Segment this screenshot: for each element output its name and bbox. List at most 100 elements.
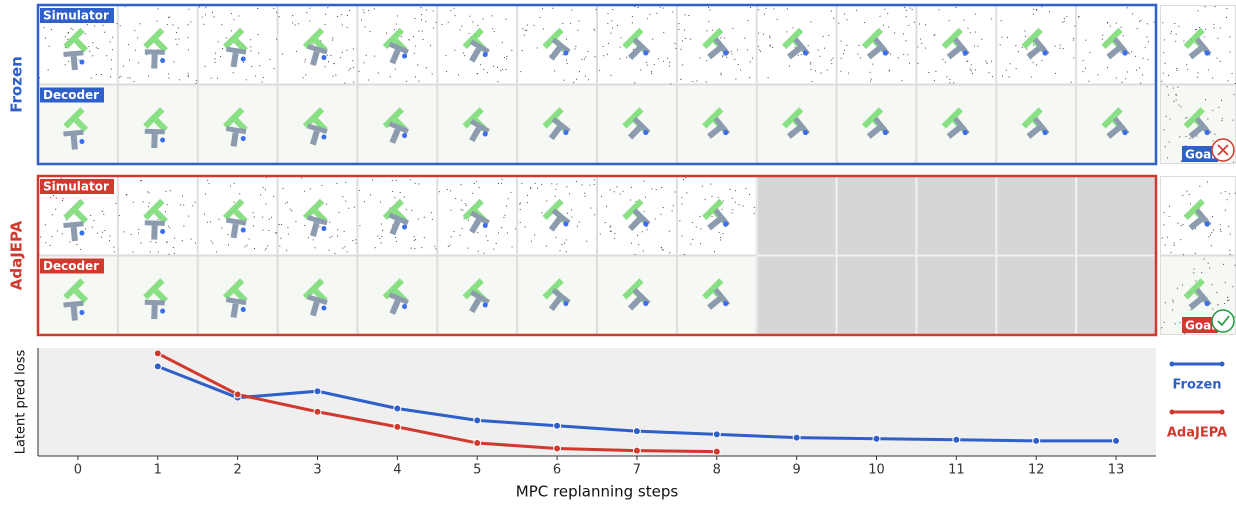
noise-dot xyxy=(66,219,67,220)
noise-dot xyxy=(831,63,832,64)
noise-dot xyxy=(1073,57,1074,58)
row-label: Simulator xyxy=(43,180,109,194)
noise-dot xyxy=(308,237,309,238)
noise-dot xyxy=(258,53,259,54)
noise-dot xyxy=(462,210,463,211)
noise-dot xyxy=(85,33,86,34)
noise-dot xyxy=(274,68,275,69)
noise-dot xyxy=(678,29,679,30)
block-stem xyxy=(71,56,78,70)
noise-dot xyxy=(608,43,609,44)
noise-dot xyxy=(908,25,909,26)
noise-dot xyxy=(1024,30,1025,31)
noise-dot xyxy=(123,66,124,67)
noise-dot xyxy=(303,77,304,78)
data-point xyxy=(314,388,321,395)
noise-dot xyxy=(889,71,890,72)
noise-dot xyxy=(102,211,103,212)
noise-dot xyxy=(622,191,623,192)
noise-dot xyxy=(415,183,416,184)
noise-dot xyxy=(455,198,456,199)
noise-dot xyxy=(935,71,936,72)
noise-dot xyxy=(1230,234,1231,235)
noise-dot xyxy=(478,251,479,252)
noise-dot xyxy=(166,242,167,243)
noise-dot xyxy=(233,72,234,73)
empty-cell xyxy=(757,256,836,335)
block-bar xyxy=(145,129,165,135)
noise-dot xyxy=(1186,64,1187,65)
noise-dot xyxy=(174,253,175,254)
noise-dot xyxy=(611,231,612,232)
noise-dot xyxy=(188,24,189,25)
noise-dot xyxy=(1225,191,1226,192)
noise-dot xyxy=(1177,288,1178,289)
noise-dot xyxy=(435,248,436,249)
noise-dot xyxy=(1163,52,1164,53)
noise-dot xyxy=(372,179,373,180)
noise-dot xyxy=(140,180,141,181)
noise-dot xyxy=(1125,78,1126,79)
noise-dot xyxy=(1189,194,1190,195)
noise-dot xyxy=(819,56,820,57)
noise-dot xyxy=(1078,16,1079,17)
noise-dot xyxy=(610,33,611,34)
noise-dot xyxy=(901,80,902,81)
noise-dot xyxy=(543,28,544,29)
noise-dot xyxy=(661,214,662,215)
noise-dot xyxy=(858,45,859,46)
noise-dot xyxy=(1175,94,1176,95)
noise-dot xyxy=(188,9,189,10)
noise-dot xyxy=(581,59,582,60)
noise-dot xyxy=(1135,56,1136,57)
agent-dot xyxy=(241,57,246,62)
noise-dot xyxy=(1167,237,1168,238)
noise-dot xyxy=(1208,70,1209,71)
noise-dot xyxy=(212,243,213,244)
noise-dot xyxy=(610,226,611,227)
noise-dot xyxy=(420,7,421,8)
noise-dot xyxy=(1205,99,1206,100)
data-point xyxy=(713,448,720,455)
legend-dot xyxy=(1170,410,1175,415)
noise-dot xyxy=(1229,36,1230,37)
noise-dot xyxy=(425,21,426,22)
data-point xyxy=(633,447,640,454)
noise-dot xyxy=(135,50,136,51)
noise-dot xyxy=(290,209,291,210)
noise-dot xyxy=(1074,25,1075,26)
noise-dot xyxy=(546,246,547,247)
noise-dot xyxy=(692,239,693,240)
noise-dot xyxy=(870,81,871,82)
noise-dot xyxy=(450,190,451,191)
noise-dot xyxy=(1186,136,1187,137)
noise-dot xyxy=(594,214,595,215)
noise-dot xyxy=(448,22,449,23)
noise-dot xyxy=(1167,86,1168,87)
noise-dot xyxy=(663,61,664,62)
noise-dot xyxy=(150,251,151,252)
noise-dot xyxy=(707,30,708,31)
noise-dot xyxy=(479,187,480,188)
noise-dot xyxy=(92,227,93,228)
noise-dot xyxy=(812,81,813,82)
noise-dot xyxy=(304,225,305,226)
noise-dot xyxy=(1213,24,1214,25)
noise-dot xyxy=(486,236,487,237)
noise-dot xyxy=(334,253,335,254)
noise-dot xyxy=(451,236,452,237)
legend-dot xyxy=(1220,410,1225,415)
noise-dot xyxy=(1205,29,1206,30)
noise-dot xyxy=(390,76,391,77)
noise-dot xyxy=(872,64,873,65)
x-tick-label: 0 xyxy=(74,463,82,478)
noise-dot xyxy=(70,241,71,242)
noise-dot xyxy=(207,222,208,223)
noise-dot xyxy=(584,59,585,60)
noise-dot xyxy=(571,209,572,210)
noise-dot xyxy=(663,32,664,33)
noise-dot xyxy=(1009,76,1010,77)
noise-dot xyxy=(468,220,469,221)
noise-dot xyxy=(117,23,118,24)
block-stem xyxy=(151,225,157,239)
